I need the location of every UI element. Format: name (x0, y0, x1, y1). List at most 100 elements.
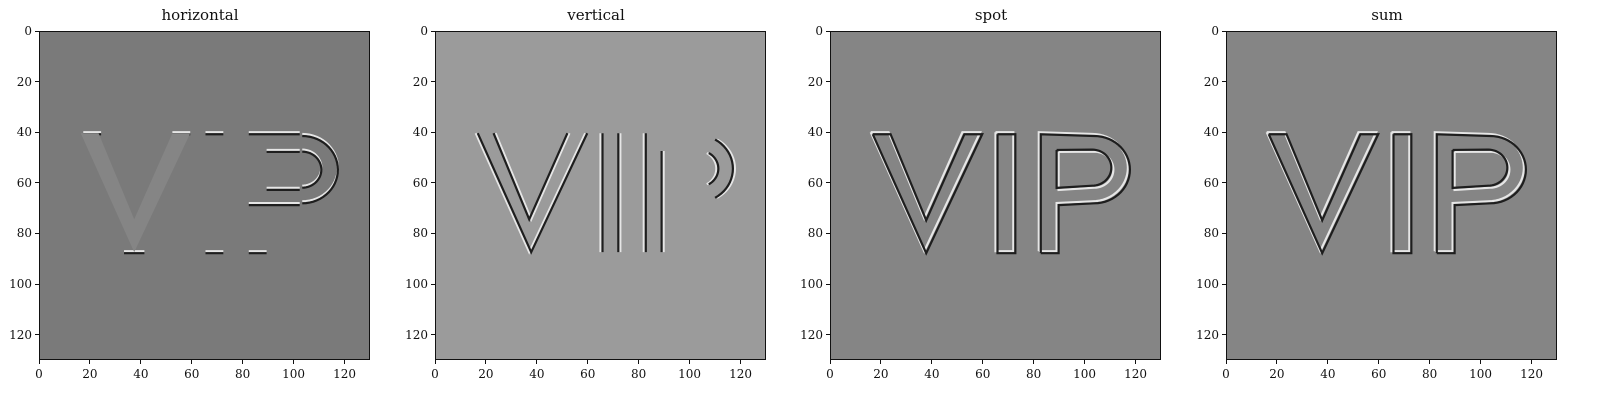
letter-edges (474, 132, 737, 255)
x-tick (1327, 360, 1329, 364)
subplot-spot: spot 0 20 40 60 80 100 120 0 20 40 60 80 100 120 (791, 0, 1191, 402)
y-tick (431, 283, 435, 285)
subplot-title: sum (1371, 6, 1403, 24)
x-tick-label: 100 (678, 367, 702, 381)
y-tick-label: 40 (412, 125, 428, 140)
y-tick-label: 20 (807, 74, 823, 89)
y-tick (35, 30, 39, 32)
y-tick (826, 30, 830, 32)
x-tick-label: 20 (82, 367, 98, 381)
x-tick-label: 100 (282, 367, 306, 381)
x-tick (191, 360, 193, 364)
y-tick-label: 120 (405, 327, 428, 342)
x-tick (931, 360, 933, 364)
x-tick-label: 120 (1520, 367, 1543, 381)
y-tick-label: 80 (807, 226, 823, 241)
x-tick (1429, 360, 1431, 364)
edge-dark (492, 132, 569, 223)
x-tick-label: 40 (529, 367, 545, 381)
x-tick (1084, 360, 1086, 364)
y-tick-label: 80 (412, 226, 428, 241)
y-tick-label: 40 (807, 125, 823, 140)
image-plot-area (1226, 31, 1557, 360)
y-tick (431, 182, 435, 184)
image-background (40, 32, 369, 359)
edge-dark (1267, 133, 1380, 256)
x-tick (1225, 360, 1227, 364)
edge-light (494, 132, 571, 223)
x-tick (536, 360, 538, 364)
letter-edges (869, 131, 1132, 256)
x-tick-label: 100 (1469, 367, 1493, 381)
letter-edges (1265, 131, 1528, 256)
edge-light (1037, 131, 1130, 253)
y-tick-label: 100 (1196, 277, 1219, 292)
y-tick-label: 40 (16, 125, 32, 140)
y-tick (1222, 232, 1226, 234)
y-tick (35, 182, 39, 184)
x-tick (982, 360, 984, 364)
x-tick (880, 360, 882, 364)
image-canvas (436, 32, 765, 359)
y-tick-label: 120 (1196, 327, 1219, 342)
x-tick-label: 100 (1073, 367, 1097, 381)
y-tick-label: 60 (1203, 175, 1219, 190)
x-tick-label: 60 (975, 367, 991, 381)
x-tick (1033, 360, 1035, 364)
y-tick-label: 60 (412, 175, 428, 190)
image-canvas (1227, 32, 1556, 359)
edge-light (474, 132, 587, 255)
x-tick (434, 360, 436, 364)
edge-light (994, 131, 1015, 253)
x-tick (242, 360, 244, 364)
y-tick (826, 232, 830, 234)
x-tick-label: 0 (35, 367, 43, 381)
y-tick-label: 20 (1203, 74, 1219, 89)
y-tick-label: 0 (420, 24, 428, 38)
image-canvas (831, 32, 1160, 359)
edge-dark (1039, 133, 1132, 255)
y-tick (1222, 131, 1226, 133)
image-plot-area (39, 31, 370, 360)
subplot-title: vertical (567, 6, 625, 24)
y-tick (826, 81, 830, 83)
edge-dark (1451, 148, 1509, 190)
subplot-title: horizontal (161, 6, 239, 24)
y-tick-label: 20 (412, 74, 428, 89)
y-tick-label: 60 (807, 175, 823, 190)
y-tick (1222, 182, 1226, 184)
edge-light (716, 138, 737, 199)
x-tick (140, 360, 142, 364)
edge-light (706, 152, 718, 186)
edge-dark (871, 133, 984, 256)
x-tick-label: 80 (1422, 367, 1438, 381)
x-tick (740, 360, 742, 364)
y-tick-label: 0 (1211, 24, 1219, 38)
x-tick (638, 360, 640, 364)
y-tick-label: 0 (815, 24, 823, 38)
x-tick (829, 360, 831, 364)
y-tick (1222, 334, 1226, 336)
y-tick (35, 283, 39, 285)
y-tick (431, 30, 435, 32)
x-tick (344, 360, 346, 364)
y-tick-label: 40 (1203, 125, 1219, 140)
y-tick-label: 100 (9, 277, 32, 292)
y-tick (35, 131, 39, 133)
y-tick (431, 232, 435, 234)
x-tick-label: 0 (1222, 367, 1230, 381)
x-tick (485, 360, 487, 364)
letter-v-faint (80, 133, 191, 253)
x-tick-label: 20 (873, 367, 889, 381)
image-plot-area (830, 31, 1161, 360)
x-tick-label: 80 (631, 367, 647, 381)
x-tick-label: 60 (184, 367, 200, 381)
edge-dark (1435, 133, 1528, 255)
y-tick (1222, 283, 1226, 285)
subplot-vertical: vertical 0 20 40 60 80 100 120 0 20 40 60 80 100 120 (396, 0, 796, 402)
subplot-horizontal: horizontal 0 20 40 60 80 100 120 0 20 40 60 80 100 12… (0, 0, 400, 402)
x-tick-label: 120 (333, 367, 356, 381)
y-tick (35, 334, 39, 336)
x-tick-label: 0 (431, 367, 439, 381)
x-tick-label: 120 (1124, 367, 1147, 381)
